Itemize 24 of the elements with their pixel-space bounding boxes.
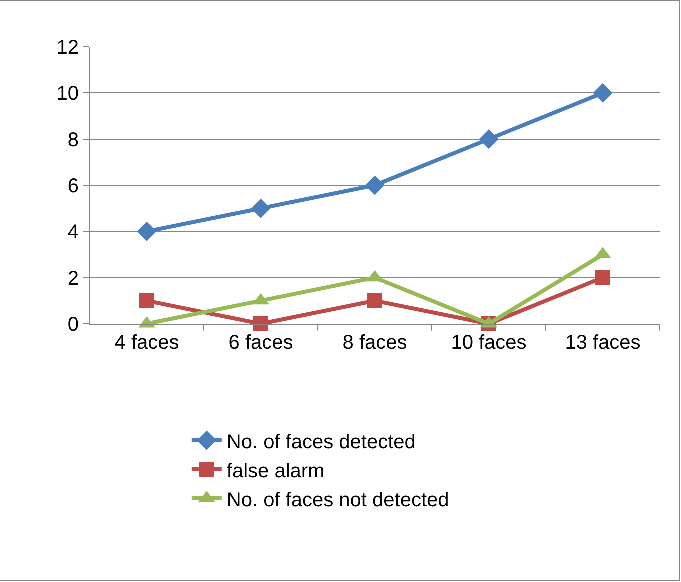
x-tick-label: 10 faces [451, 332, 527, 354]
x-tick-label: 13 faces [565, 332, 641, 354]
point [140, 293, 154, 308]
point [596, 270, 610, 286]
point [254, 316, 268, 332]
legend-label: No. of faces detected [226, 431, 416, 454]
y-tick-label: 10 [56, 83, 79, 106]
point [365, 176, 385, 196]
point [479, 130, 499, 150]
y-tick-label: 2 [68, 268, 79, 290]
legend-label: false alarm [226, 460, 325, 482]
point [593, 83, 613, 103]
x-tick-label: 8 faces [342, 332, 408, 354]
point [251, 198, 271, 218]
y-tick-label: 4 [68, 222, 79, 244]
legend-label: No. of faces not detected [226, 489, 450, 512]
x-tick-label: 4 faces [114, 332, 180, 354]
point [368, 293, 382, 308]
point [137, 222, 157, 242]
y-tick-label: 12 [56, 37, 79, 59]
y-tick-label: 8 [68, 129, 79, 152]
y-tick-label: 0 [68, 314, 79, 336]
y-tick-label: 6 [68, 176, 79, 198]
x-tick-label: 6 faces [228, 332, 294, 354]
